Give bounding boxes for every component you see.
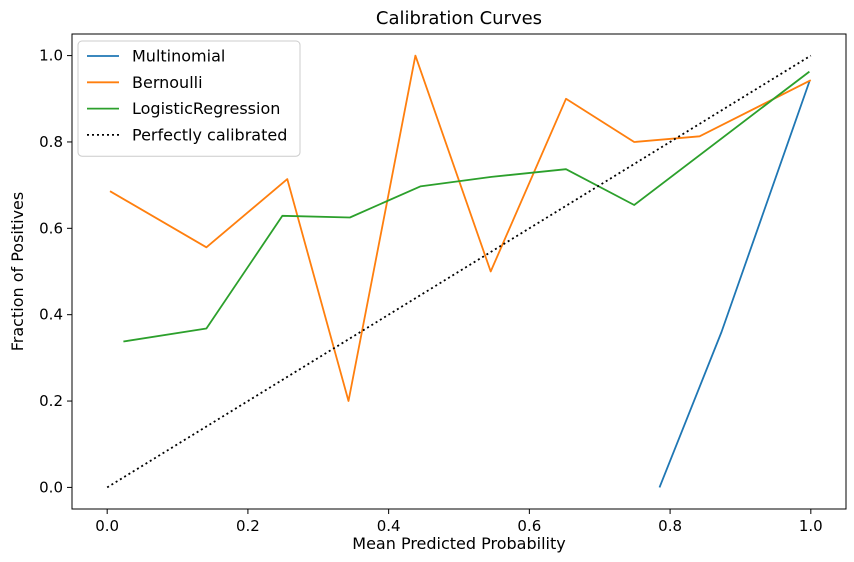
x-tick-label: 0.8 <box>658 517 682 535</box>
chart-title: Calibration Curves <box>376 8 542 29</box>
y-tick-label: 0.8 <box>39 133 63 151</box>
legend-label: LogisticRegression <box>132 99 280 118</box>
x-tick-label: 1.0 <box>799 517 823 535</box>
legend-label: Multinomial <box>132 47 225 66</box>
series-line-bernoulli <box>109 54 812 402</box>
series-line-logisticregression <box>123 70 810 343</box>
x-tick-label: 0.0 <box>95 517 119 535</box>
y-axis-title: Fraction of Positives <box>8 192 27 351</box>
legend-label: Perfectly calibrated <box>132 125 287 144</box>
plot-frame <box>71 33 847 510</box>
x-tick-label: 0.4 <box>377 517 401 535</box>
y-tick-label: 0.4 <box>39 306 63 324</box>
y-tick-label: 0.2 <box>39 392 63 410</box>
y-tick-label: 0.0 <box>39 478 63 496</box>
legend-label: Bernoulli <box>132 73 203 92</box>
x-axis-title: Mean Predicted Probability <box>352 534 565 553</box>
x-tick-label: 0.6 <box>517 517 541 535</box>
y-tick-label: 1.0 <box>39 47 63 65</box>
y-tick-label: 0.6 <box>39 219 63 237</box>
series-layer <box>106 54 812 489</box>
legend-box <box>77 40 301 157</box>
series-line-multinomial <box>658 81 811 488</box>
ticks-layer: 0.0 0.2 0.4 0.6 0.8 1.0 0.0 0.2 0.4 0.6 0.8 1.0 <box>39 47 823 535</box>
x-tick-label: 0.2 <box>236 517 260 535</box>
legend: Multinomial Bernoulli LogisticRegression Pe… <box>77 40 301 157</box>
